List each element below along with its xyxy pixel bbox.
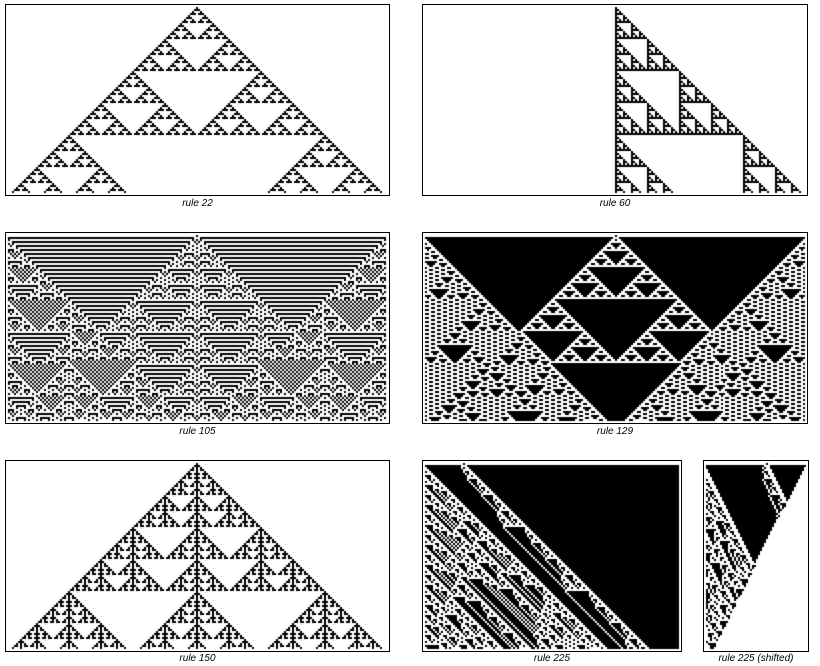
rule-225-shifted-pattern bbox=[703, 460, 809, 652]
caption-rule-129: rule 129 bbox=[596, 426, 634, 437]
caption-rule-60: rule 60 bbox=[599, 198, 631, 209]
rule-225-frame bbox=[422, 460, 682, 652]
rule-105-frame bbox=[5, 232, 390, 424]
caption-rule-22: rule 22 bbox=[182, 198, 213, 209]
rule-129-frame bbox=[422, 232, 808, 424]
rule-22-frame bbox=[5, 4, 390, 196]
rule-225-pattern bbox=[422, 460, 682, 652]
panel-rule-225-shifted bbox=[703, 460, 809, 652]
rule-60-pattern bbox=[422, 4, 808, 196]
rule-22-pattern bbox=[5, 4, 390, 196]
rule-129-pattern bbox=[422, 232, 808, 424]
caption-rule-225: rule 225 bbox=[533, 653, 571, 664]
rule-105-pattern bbox=[5, 232, 390, 424]
caption-rule-105: rule 105 bbox=[179, 426, 216, 437]
panel-rule-129 bbox=[422, 232, 808, 424]
panel-rule-22 bbox=[5, 4, 390, 196]
rule-60-frame bbox=[422, 4, 808, 196]
caption-rule-150: rule 150 bbox=[179, 653, 216, 664]
panel-rule-150 bbox=[5, 460, 390, 652]
panel-rule-60 bbox=[422, 4, 808, 196]
rule-225-shifted-frame bbox=[703, 460, 809, 652]
rule-150-frame bbox=[5, 460, 390, 652]
rule-150-pattern bbox=[5, 460, 390, 652]
panel-rule-225 bbox=[422, 460, 682, 652]
panel-rule-105 bbox=[5, 232, 390, 424]
caption-rule-225-shifted: rule 225 (shifted) bbox=[718, 653, 794, 664]
